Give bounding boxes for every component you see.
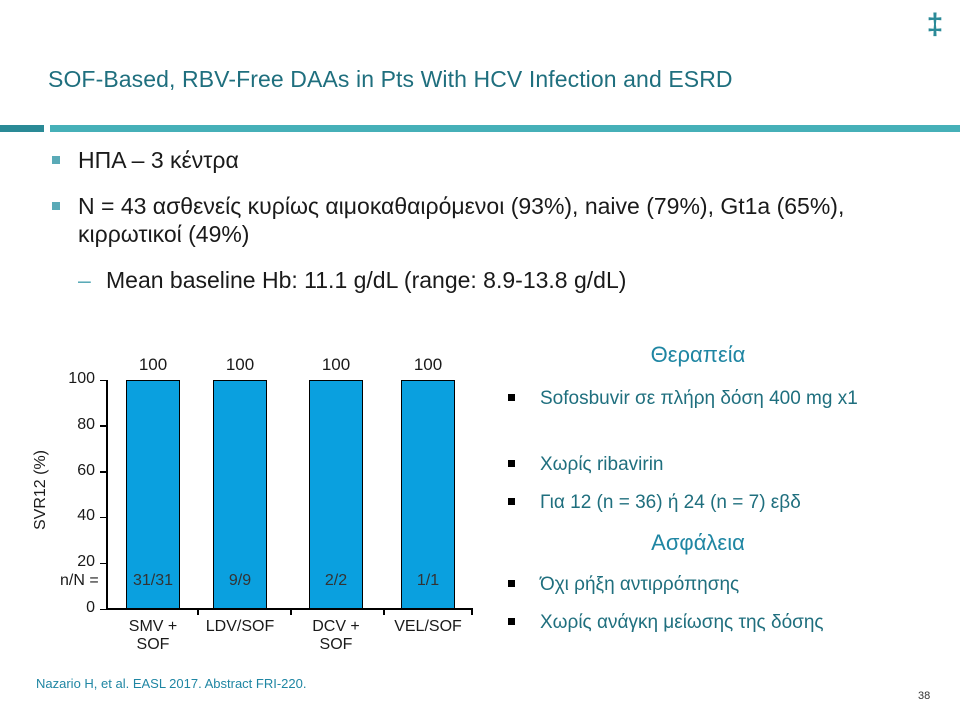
- nN-label: n/N =: [60, 572, 99, 589]
- sub-bullet-item: – Mean baseline Hb: 11.1 g/dL (range: 8.…: [52, 266, 932, 294]
- y-tick: [100, 379, 107, 381]
- square-bullet-icon: [52, 156, 60, 164]
- title-rule-left: [0, 125, 44, 132]
- therapy-item: Για 12 (n = 36) ή 24 (n = 7) εβδ: [508, 490, 928, 515]
- therapy-heading: Θεραπεία: [650, 342, 746, 367]
- x-tick: [290, 608, 292, 615]
- square-bullet-icon: [508, 460, 515, 467]
- therapy-item: Sofosbuvir σε πλήρη δόση 400 mg x1: [508, 386, 928, 411]
- logo-icon: ‡: [926, 8, 944, 41]
- nN-value: 9/9: [228, 572, 252, 589]
- bullet-text: N = 43 ασθενείς κυρίως αιμοκαθαιρόμενοι …: [78, 193, 845, 247]
- x-tick: [197, 608, 199, 615]
- y-tick-label: 40: [77, 507, 95, 525]
- safety-item: Όχι ρήξη αντιρρόπησης: [508, 572, 928, 597]
- x-category-label: VEL/SOF: [394, 618, 462, 635]
- y-axis-label: SVR12 (%): [32, 449, 49, 531]
- therapy-item-text: Για 12 (n = 36) ή 24 (n = 7) εβδ: [540, 492, 801, 513]
- y-tick: [100, 608, 107, 610]
- x-category-label: SMV + SOF: [128, 618, 178, 653]
- bar: [309, 380, 363, 609]
- y-tick: [100, 516, 107, 519]
- square-bullet-icon: [52, 202, 60, 210]
- bullet-item: ΗΠΑ – 3 κέντρα: [52, 146, 932, 174]
- page-number: 38: [918, 690, 931, 702]
- square-bullet-icon: [508, 394, 515, 401]
- safety-item-text: Όχι ρήξη αντιρρόπησης: [540, 574, 740, 595]
- citation: Nazario H, et al. EASL 2017. Abstract FR…: [36, 676, 307, 691]
- title-rule: [50, 125, 960, 132]
- x-tick: [471, 608, 473, 615]
- y-tick-label: 80: [77, 415, 95, 433]
- nN-value: 31/31: [132, 572, 174, 589]
- x-category-label: DCV + SOF: [312, 618, 360, 653]
- square-bullet-icon: [508, 498, 515, 505]
- y-tick-label: 0: [86, 599, 95, 616]
- therapy-item-text: Sofosbuvir σε πλήρη δόση 400 mg x1: [540, 388, 858, 409]
- bullet-list: ΗΠΑ – 3 κέντρα N = 43 ασθενείς κυρίως αι…: [52, 146, 932, 294]
- safety-item: Χωρίς ανάγκη μείωσης της δόσης: [508, 610, 928, 635]
- safety-item-text: Χωρίς ανάγκη μείωσης της δόσης: [540, 612, 824, 633]
- y-tick: [100, 425, 107, 427]
- therapy-item: Χωρίς ribavirin: [508, 452, 928, 477]
- square-bullet-icon: [508, 618, 515, 625]
- nN-value: 2/2: [324, 572, 348, 589]
- dash-bullet-icon: –: [78, 267, 91, 293]
- safety-heading: Ασφάλεια: [651, 530, 745, 555]
- bar: [401, 380, 455, 609]
- sub-bullet-text: Mean baseline Hb: 11.1 g/dL (range: 8.9-…: [106, 267, 627, 293]
- y-tick: [100, 471, 107, 473]
- y-tick-label: 100: [68, 370, 95, 387]
- bar-value-label: 100: [138, 355, 168, 374]
- bar: [126, 380, 180, 609]
- x-category-label: LDV/SOF: [205, 618, 275, 635]
- therapy-item-text: Χωρίς ribavirin: [540, 454, 664, 475]
- bullet-text: ΗΠΑ – 3 κέντρα: [78, 147, 239, 173]
- bar: [213, 380, 267, 609]
- y-tick: [100, 562, 107, 565]
- nN-value: 1/1: [416, 572, 440, 589]
- x-axis: [106, 608, 472, 610]
- slide-title: SOF-Based, RBV-Free DAAs in Pts With HCV…: [48, 66, 733, 92]
- y-axis: [106, 380, 108, 609]
- x-tick: [383, 608, 385, 615]
- square-bullet-icon: [508, 580, 515, 587]
- bullet-item: N = 43 ασθενείς κυρίως αιμοκαθαιρόμενοι …: [52, 192, 932, 248]
- bar-value-label: 100: [321, 355, 351, 374]
- bar-value-label: 100: [413, 355, 443, 374]
- y-tick-label: 20: [77, 553, 95, 571]
- y-tick-label: 60: [77, 461, 95, 479]
- bar-value-label: 100: [225, 355, 255, 374]
